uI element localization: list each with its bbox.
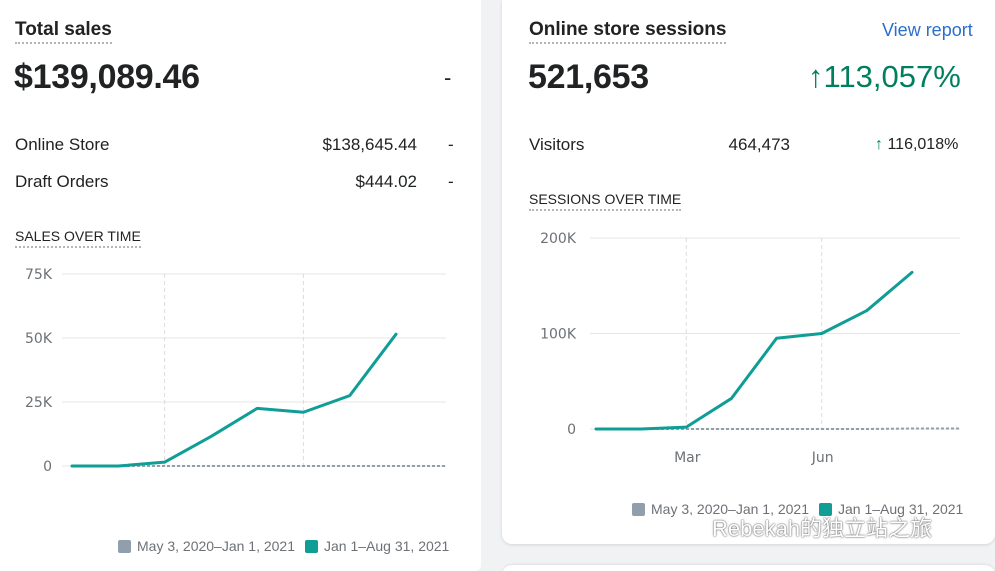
sessions-chart-y-tick-label: 200K <box>540 231 577 247</box>
sessions-over-time-title[interactable]: SESSIONS OVER TIME <box>529 190 682 211</box>
breakdown-value-visitors: 464,473 <box>728 135 790 154</box>
sessions-chart-x-tick-label: Mar <box>674 450 701 466</box>
sessions-value: 521,653 <box>528 58 649 96</box>
legend-swatch-current <box>819 502 833 516</box>
sessions-chart-legend: May 3, 2020–Jan 1, 2021 Jan 1–Aug 31, 20… <box>632 501 973 517</box>
total-sales-title[interactable]: Total sales <box>15 19 112 44</box>
visitors-growth-value: 116,018% <box>887 136 959 153</box>
legend-item-current-period[interactable]: Jan 1–Aug 31, 2021 <box>819 501 963 517</box>
breakdown-label-visitors: Visitors <box>529 135 585 154</box>
online-store-sessions-card: Online store sessions View report 521,65… <box>502 0 995 544</box>
legend-label-current: Jan 1–Aug 31, 2021 <box>838 501 964 517</box>
breakdown-label-draft-orders: Draft Orders <box>15 172 109 191</box>
sessions-growth: ↑113,057% <box>808 57 961 97</box>
watermark: Rebekah的独立站之旅 <box>676 511 932 543</box>
breakdown-value-online-store: $138,645.44 <box>322 135 417 154</box>
sales-chart-y-tick-label: 75K <box>25 267 53 283</box>
sales-chart-y-tick-label: 50K <box>25 331 53 347</box>
sessions-growth-value: 113,057% <box>823 59 961 94</box>
legend-label-previous: May 3, 2020–Jan 1, 2021 <box>651 501 810 517</box>
legend-label-current: Jan 1–Aug 31, 2021 <box>324 538 450 554</box>
total-sales-value: $139,089.46 <box>14 58 200 96</box>
legend-swatch-current <box>305 539 319 553</box>
sales-chart-series-current-period[interactable] <box>70 332 398 468</box>
breakdown-change-online-store: - <box>448 135 454 154</box>
sales-over-time-title[interactable]: SALES OVER TIME <box>15 227 141 248</box>
sessions-chart-y-tick-label: 0 <box>567 422 576 438</box>
breakdown-value-draft-orders: $444.02 <box>355 172 417 191</box>
view-report-link[interactable]: View report <box>882 20 973 40</box>
legend-label-previous: May 3, 2020–Jan 1, 2021 <box>137 538 296 554</box>
watermark-text: Rebekah的独立站之旅 <box>712 516 933 541</box>
legend-item-previous-period[interactable]: May 3, 2020–Jan 1, 2021 <box>632 501 809 517</box>
arrow-up-icon: ↑ <box>808 59 824 94</box>
breakdown-label-online-store: Online Store <box>15 135 110 154</box>
arrow-up-icon: ↑ <box>875 136 883 153</box>
next-card-edge <box>502 565 995 571</box>
legend-swatch-previous <box>632 502 645 516</box>
sales-chart-y-tick-label: 0 <box>43 459 52 475</box>
sales-chart-legend: May 3, 2020–Jan 1, 2021 Jan 1–Aug 31, 20… <box>118 538 459 554</box>
sessions-chart-x-tick-label: Jun <box>811 450 834 466</box>
legend-item-current-period[interactable]: Jan 1–Aug 31, 2021 <box>305 538 449 554</box>
sessions-chart-y-tick-label: 100K <box>540 327 577 343</box>
total-sales-card: Total sales $139,089.46 - Online Store $… <box>0 0 481 571</box>
breakdown-change-draft-orders: - <box>448 172 454 191</box>
wechat-icon <box>676 514 705 538</box>
total-sales-comparison: - <box>444 65 452 90</box>
legend-swatch-previous <box>118 539 131 553</box>
sales-over-time-chart[interactable]: 025K50K75KMarJun <box>0 255 481 485</box>
legend-item-previous-period[interactable]: May 3, 2020–Jan 1, 2021 <box>118 538 295 554</box>
breakdown-change-visitors: ↑ 116,018% <box>875 134 958 156</box>
sessions-title[interactable]: Online store sessions <box>529 19 727 44</box>
sessions-over-time-chart[interactable]: 0 100K 200K Mar Jun <box>502 220 995 480</box>
sessions-chart-series-current-period[interactable] <box>594 270 914 431</box>
sales-chart-y-tick-label: 25K <box>25 395 53 411</box>
